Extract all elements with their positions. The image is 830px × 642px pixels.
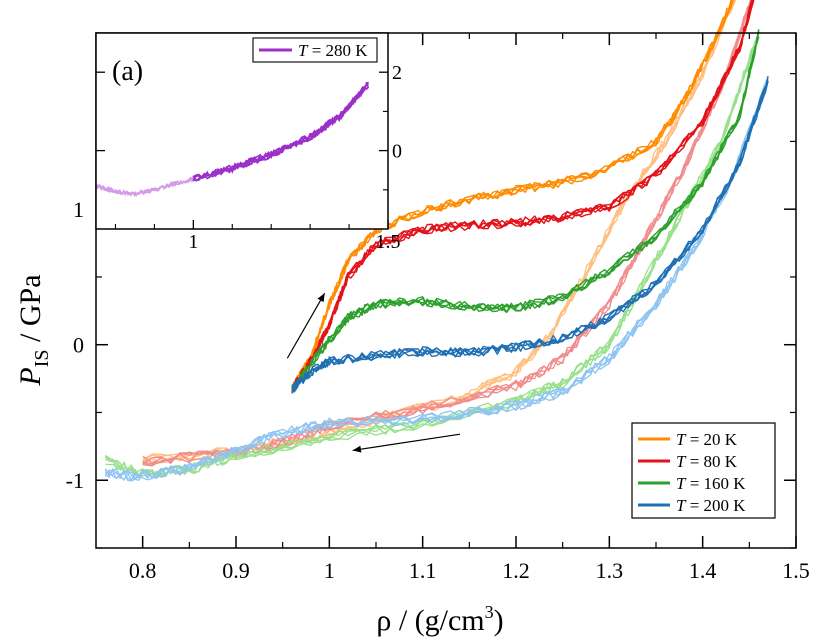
main-legend: T = 20 KT = 80 KT = 160 KT = 200 K: [631, 422, 776, 519]
legend-label-3: T = 200 K: [676, 496, 746, 515]
x-axis-label-text: ρ / (g/cm: [376, 604, 484, 637]
compression-curve-3-4: [291, 80, 769, 393]
x-tick-label: 0.9: [222, 558, 250, 583]
x-tick-label: 1.5: [782, 558, 810, 583]
panel-label: (a): [112, 56, 143, 87]
y-tick-label: 1: [73, 197, 84, 222]
decompression-curve-2-3: [104, 37, 760, 477]
inset-y-tick-label: 0: [392, 141, 402, 163]
inset-dark-curve-5: [192, 83, 369, 182]
main-plot: 0.8 0.9 1 1.1 1.2 1.3 1.4 1.5 -1 0 1: [66, 0, 810, 583]
decompression-arrow-shaft: [352, 433, 461, 452]
main-curves: [104, 0, 769, 482]
x-tick-label: 1.4: [689, 558, 717, 583]
decompression-curve-3-4: [104, 80, 769, 481]
inset-curves: [95, 81, 370, 197]
inset-plot: 1 1.5 0 2 (a) T = 280 K: [95, 32, 402, 253]
y-tick-label: 0: [73, 333, 84, 358]
legend-value: = 200 K: [685, 496, 746, 515]
x-tick-label: 1.1: [409, 558, 437, 583]
legend-label-2: T = 160 K: [676, 474, 746, 493]
compression-curve-2-4: [291, 29, 760, 394]
x-tick-label: 1.2: [502, 558, 530, 583]
inset-legend-box: [252, 37, 378, 63]
compression-curve-0-4: [291, 0, 734, 389]
legend-symbol: T: [676, 474, 687, 493]
x-tick-label: 1: [324, 558, 335, 583]
y-axis-label-symbol: P: [14, 367, 47, 386]
y-axis-label-subscript: IS: [31, 349, 53, 367]
legend-label-1: T = 80 K: [676, 452, 738, 471]
legend-symbol: T: [676, 430, 687, 449]
compression-arrow-head: [317, 293, 325, 303]
main-plot-frame: [95, 32, 797, 549]
x-tick-label: 0.8: [129, 558, 157, 583]
legend-symbol: T: [676, 452, 687, 471]
x-axis-label: ρ / (g/cm3): [376, 602, 503, 637]
inset-background: [96, 33, 388, 229]
x-tick-label: 1.3: [596, 558, 624, 583]
legend-value: = 160 K: [685, 474, 746, 493]
compression-curve-0-3: [291, 0, 734, 390]
inset-y-tick-label: 2: [392, 62, 402, 84]
y-axis-label: PIS / GPa: [14, 274, 53, 386]
y-axis-label-unit: / GPa: [14, 274, 47, 349]
inset-ticks: 1 1.5 0 2: [96, 62, 402, 253]
compression-arrow-shaft: [286, 292, 326, 359]
x-axis-label-end: ): [494, 604, 504, 637]
decompression-curve-3-0: [105, 80, 769, 481]
inset-frame: [95, 32, 389, 230]
legend-symbol: T: [676, 496, 687, 515]
decompression-curve-2-4: [105, 36, 760, 478]
inset-x-tick-label: 1.5: [376, 231, 401, 253]
inset-light-curve-2: [95, 176, 194, 197]
inset-legend-symbol: T: [298, 41, 309, 60]
y-tick-label: -1: [66, 468, 84, 493]
legend-value: = 20 K: [685, 430, 737, 449]
inset-x-tick-label: 1: [188, 231, 198, 253]
legend-label-0: T = 20 K: [676, 430, 738, 449]
compression-curve-2-3: [291, 29, 760, 388]
direction-arrows: [286, 292, 461, 453]
x-axis-label-superscript: 3: [485, 602, 494, 622]
inset-legend-label: T = 280 K: [298, 41, 368, 60]
inset-legend-value: = 280 K: [307, 41, 368, 60]
decompression-curve-0-3: [142, 0, 736, 464]
decompression-arrow-head: [352, 445, 362, 453]
legend-value: = 80 K: [685, 452, 737, 471]
compression-curve-1-4: [291, 0, 755, 393]
decompression-curve-1-4: [142, 0, 753, 467]
main-ticks: 0.8 0.9 1 1.1 1.2 1.3 1.4 1.5 -1 0 1: [66, 33, 810, 583]
decompression-curve-3-3: [104, 77, 769, 481]
